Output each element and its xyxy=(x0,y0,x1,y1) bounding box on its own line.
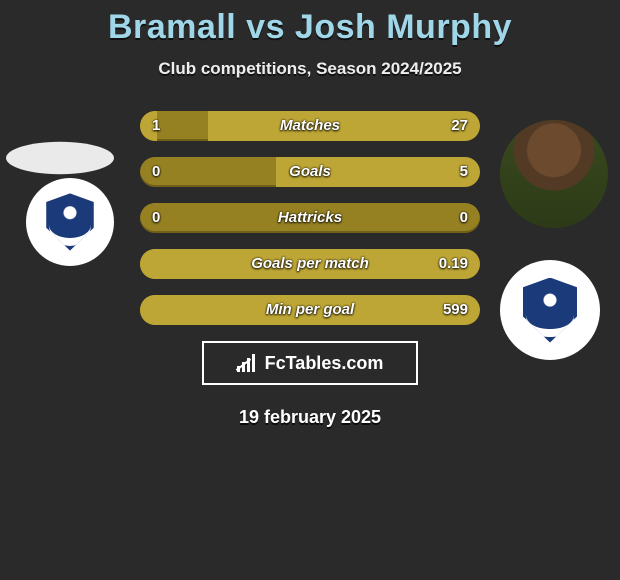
club-badge-right xyxy=(500,260,600,360)
stat-row: 1 Matches 27 xyxy=(140,111,480,141)
logo-text: FcTables.com xyxy=(265,353,384,374)
arrow-icon xyxy=(237,353,257,373)
stat-row: 0 Goals 5 xyxy=(140,157,480,187)
stat-value-right: 599 xyxy=(443,295,468,325)
stat-row: Min per goal 599 xyxy=(140,295,480,325)
player-right-avatar xyxy=(500,120,608,228)
date-label: 19 february 2025 xyxy=(0,407,620,428)
stat-label: Goals xyxy=(140,157,480,187)
player-left-avatar xyxy=(6,142,114,174)
stat-label: Min per goal xyxy=(140,295,480,325)
stat-label: Matches xyxy=(140,111,480,141)
page-title: Bramall vs Josh Murphy xyxy=(0,8,620,47)
stat-value-right: 0 xyxy=(460,203,468,233)
stat-rows: 1 Matches 27 0 Goals 5 0 Hattricks 0 Goa… xyxy=(140,111,480,325)
stat-label: Hattricks xyxy=(140,203,480,233)
stat-label: Goals per match xyxy=(140,249,480,279)
stat-row: Goals per match 0.19 xyxy=(140,249,480,279)
stat-row: 0 Hattricks 0 xyxy=(140,203,480,233)
page-subtitle: Club competitions, Season 2024/2025 xyxy=(0,59,620,79)
fctables-logo: FcTables.com xyxy=(202,341,418,385)
stat-value-right: 5 xyxy=(460,157,468,187)
stat-value-right: 0.19 xyxy=(439,249,468,279)
club-badge-left xyxy=(26,178,114,266)
stat-value-right: 27 xyxy=(451,111,468,141)
